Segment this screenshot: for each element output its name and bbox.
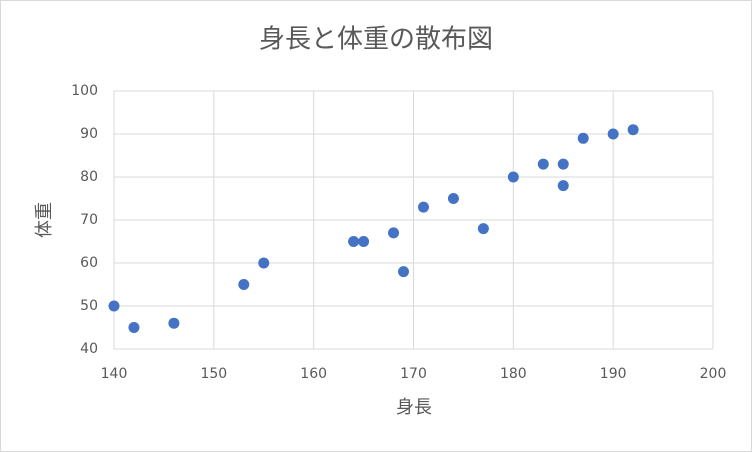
- x-tick-label: 170: [400, 366, 427, 382]
- x-tick-label: 190: [600, 366, 627, 382]
- point: [398, 266, 410, 278]
- point: [477, 223, 489, 235]
- point: [607, 128, 619, 140]
- point: [238, 279, 250, 290]
- y-axis-label: 体重: [34, 202, 55, 238]
- point: [388, 227, 400, 239]
- point: [417, 201, 429, 213]
- point: [537, 158, 549, 170]
- x-tick-label: 160: [300, 366, 327, 382]
- point: [557, 180, 569, 192]
- y-tick-label: 50: [80, 298, 98, 314]
- y-tick-label: 100: [71, 83, 98, 99]
- point: [447, 193, 459, 204]
- point: [358, 236, 370, 247]
- y-tick-label: 80: [80, 169, 98, 185]
- x-tick-label: 200: [700, 366, 727, 382]
- x-tick-label: 150: [200, 366, 227, 382]
- x-tick-label: 140: [101, 366, 128, 382]
- y-tick-label: 60: [80, 255, 98, 271]
- point: [128, 322, 140, 333]
- x-tick-label: 180: [500, 366, 527, 382]
- point: [557, 158, 569, 170]
- point: [627, 124, 639, 136]
- point: [348, 236, 360, 247]
- point: [507, 171, 519, 183]
- y-tick-label: 90: [80, 126, 98, 142]
- chart-title: 身長と体重の散布図: [259, 25, 493, 55]
- y-tick-label: 40: [80, 341, 98, 357]
- x-axis-label: 身長: [396, 397, 432, 418]
- point: [168, 317, 180, 329]
- y-tick-label: 70: [80, 212, 98, 228]
- point: [258, 257, 270, 269]
- point: [577, 132, 589, 144]
- point: [108, 300, 120, 312]
